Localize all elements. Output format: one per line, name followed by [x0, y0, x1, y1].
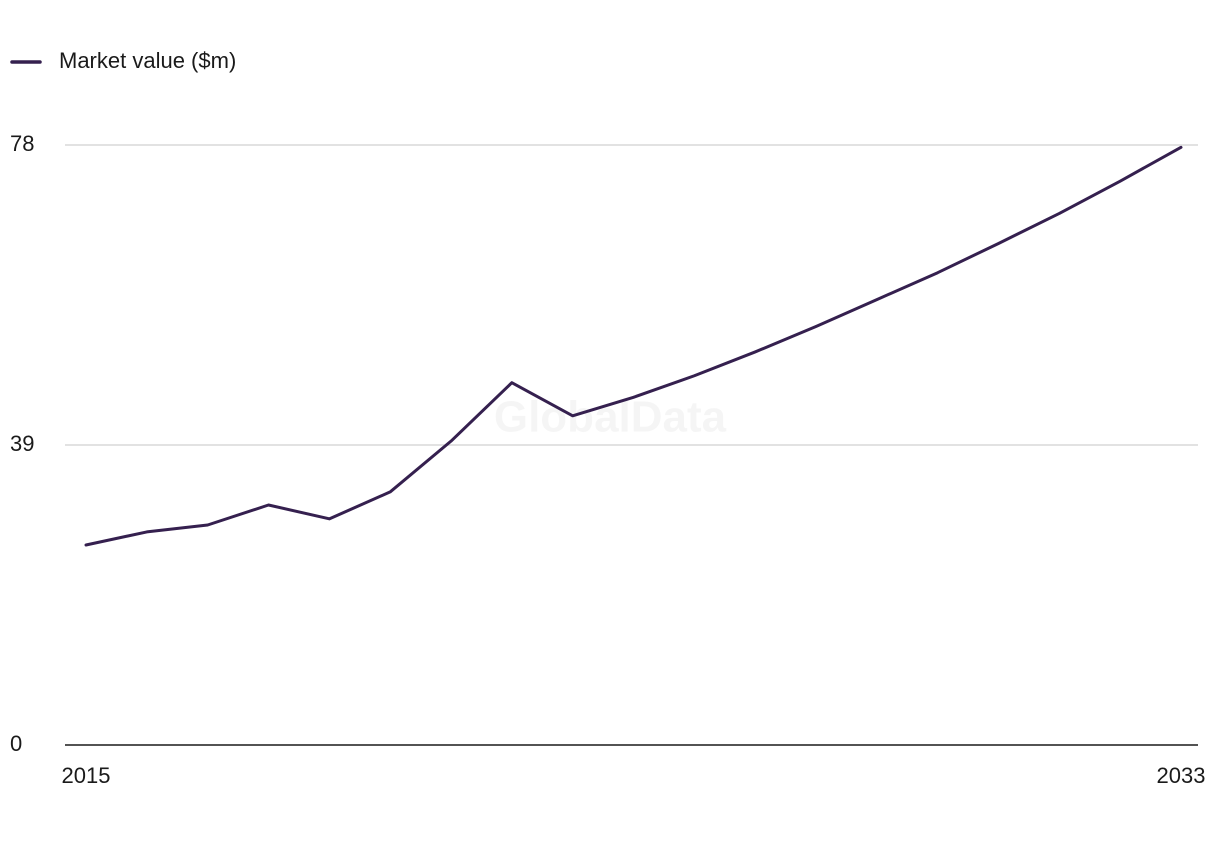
x-tick-label: 2015 [62, 763, 111, 788]
y-tick-label: 78 [10, 131, 34, 156]
y-tick-label: 39 [10, 431, 34, 456]
x-tick-label: 2033 [1157, 763, 1206, 788]
legend-label: Market value ($m) [59, 48, 236, 73]
data-line [84, 145, 1183, 547]
y-tick-label: 0 [10, 731, 22, 756]
watermark: GlobalData [494, 393, 727, 442]
